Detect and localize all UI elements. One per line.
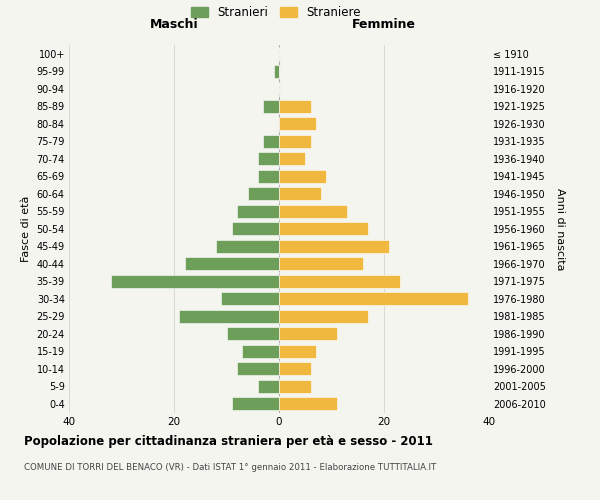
- Bar: [279, 258, 363, 270]
- Bar: [279, 292, 468, 305]
- Bar: [248, 188, 279, 200]
- Bar: [279, 328, 337, 340]
- Y-axis label: Fasce di età: Fasce di età: [21, 196, 31, 262]
- Bar: [279, 380, 311, 392]
- Bar: [279, 398, 337, 410]
- Bar: [279, 118, 316, 130]
- Bar: [279, 135, 311, 147]
- Bar: [232, 222, 279, 235]
- Bar: [263, 135, 279, 147]
- Bar: [279, 345, 316, 358]
- Bar: [258, 380, 279, 392]
- Bar: [111, 275, 279, 287]
- Bar: [227, 328, 279, 340]
- Bar: [221, 292, 279, 305]
- Bar: [279, 205, 347, 218]
- Bar: [279, 170, 326, 182]
- Bar: [258, 170, 279, 182]
- Legend: Stranieri, Straniere: Stranieri, Straniere: [187, 1, 365, 24]
- Bar: [237, 205, 279, 218]
- Text: Popolazione per cittadinanza straniera per età e sesso - 2011: Popolazione per cittadinanza straniera p…: [24, 435, 433, 448]
- Text: Maschi: Maschi: [149, 18, 199, 31]
- Bar: [279, 275, 400, 287]
- Bar: [216, 240, 279, 252]
- Bar: [279, 152, 305, 165]
- Bar: [279, 222, 368, 235]
- Bar: [237, 362, 279, 375]
- Text: Femmine: Femmine: [352, 18, 416, 31]
- Bar: [279, 362, 311, 375]
- Bar: [232, 398, 279, 410]
- Bar: [263, 100, 279, 112]
- Bar: [258, 152, 279, 165]
- Bar: [179, 310, 279, 322]
- Bar: [279, 310, 368, 322]
- Bar: [274, 65, 279, 78]
- Bar: [242, 345, 279, 358]
- Y-axis label: Anni di nascita: Anni di nascita: [556, 188, 565, 270]
- Bar: [279, 240, 389, 252]
- Bar: [279, 100, 311, 112]
- Bar: [279, 188, 321, 200]
- Bar: [185, 258, 279, 270]
- Text: COMUNE DI TORRI DEL BENACO (VR) - Dati ISTAT 1° gennaio 2011 - Elaborazione TUTT: COMUNE DI TORRI DEL BENACO (VR) - Dati I…: [24, 462, 436, 471]
